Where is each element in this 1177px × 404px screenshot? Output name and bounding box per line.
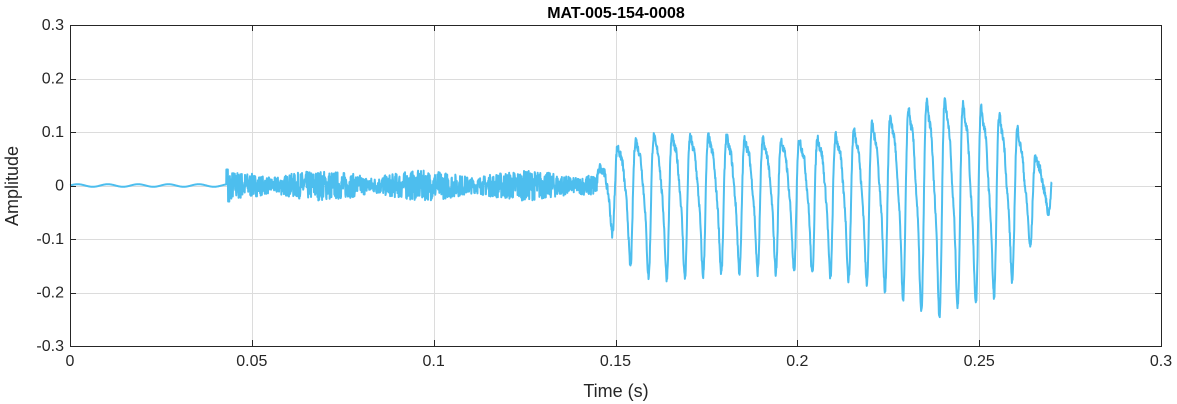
x-tick-label: 0: [66, 353, 75, 370]
chart-title: MAT-005-154-0008: [547, 5, 685, 22]
y-tick-label: -0.3: [36, 338, 64, 355]
x-tick-label: 0.25: [964, 353, 995, 370]
waveform-line: [69, 97, 1053, 319]
y-tick-label: 0.3: [42, 17, 64, 34]
x-tick-label: 0.05: [236, 353, 267, 370]
y-tick-label: 0.2: [42, 71, 64, 88]
y-tick-label: 0.1: [42, 124, 64, 141]
x-tick-label: 0.3: [1150, 353, 1172, 370]
y-tick-label: 0: [55, 178, 64, 195]
x-axis-label: Time (s): [583, 381, 648, 401]
y-axis-label: Amplitude: [2, 146, 22, 226]
y-tick-label: -0.1: [36, 231, 64, 248]
tick-layer: 0 0.05 0.1 0.15 0.2 0.25 0.3 -0.3 -0.2 -0.1 0 0.1 0.…: [36, 17, 1172, 370]
y-tick-label: -0.2: [36, 285, 64, 302]
series-layer: [69, 97, 1053, 319]
x-tick-label: 0.15: [600, 353, 631, 370]
x-tick-label: 0.2: [786, 353, 808, 370]
x-tick-label: 0.1: [423, 353, 445, 370]
